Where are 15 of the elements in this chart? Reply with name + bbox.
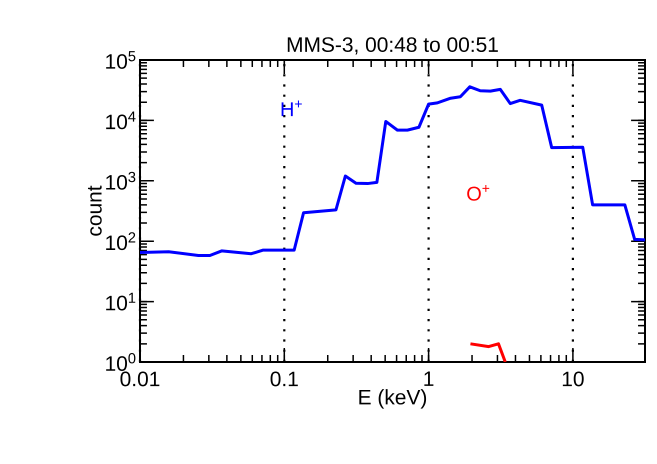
chart-title: MMS-3, 00:48 to 00:51 [288, 37, 498, 54]
x-tick-label: 10 [562, 372, 584, 386]
y-tick-label: 10$^{0}$ [106, 353, 136, 371]
x-tick-label: 0.01 [120, 372, 160, 386]
y-tick-label: 10$^{4}$ [106, 112, 136, 130]
y-tick-label: 10$^{2}$ [106, 232, 136, 250]
x-axis-title: E (keV) [359, 389, 426, 409]
y-tick-label: 10$^{3}$ [106, 172, 136, 190]
y-tick-label: 10$^{5}$ [106, 51, 136, 69]
text: O$^{+}$ [467, 185, 490, 201]
text: H$^{+}$ [282, 100, 302, 116]
y-tick-label: 10$^{1}$ [106, 292, 136, 310]
x-tick-label: 1 [424, 372, 434, 386]
y-axis-title: count [88, 186, 102, 236]
x-tick-label: 0.1 [270, 372, 298, 386]
